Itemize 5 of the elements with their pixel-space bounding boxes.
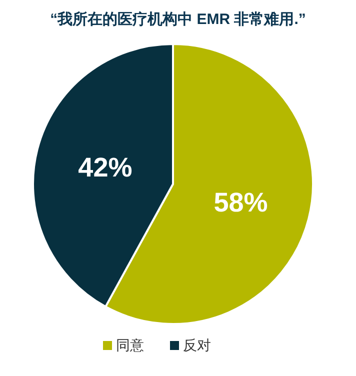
legend-label: 反对	[183, 337, 211, 353]
data-label: 58%	[214, 187, 268, 218]
data-label: 42%	[78, 152, 132, 183]
legend-label: 同意	[116, 337, 144, 353]
chart-title: “我所在的医疗机构中 EMR 非常难用.”	[50, 11, 306, 28]
